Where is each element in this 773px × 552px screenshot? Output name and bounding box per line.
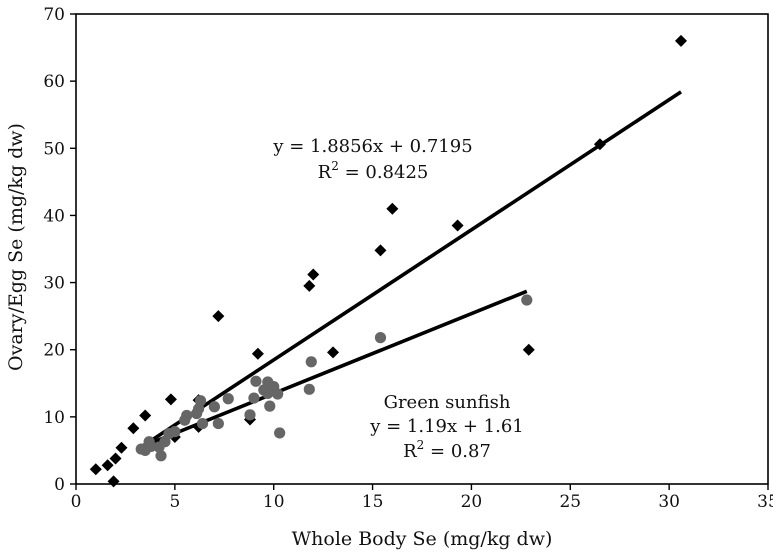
- y-axis: 0 10 20 30 40 50 60 70: [43, 5, 76, 495]
- data-point-circle: [212, 417, 224, 430]
- data-point-circle: [303, 383, 315, 395]
- data-point-circle: [208, 401, 220, 413]
- data-point-diamond: [164, 393, 177, 406]
- x-tick-label: 25: [559, 492, 581, 512]
- data-point-diamond: [386, 202, 399, 215]
- data-point-diamond: [127, 422, 140, 435]
- data-point-circle: [194, 395, 207, 407]
- data-point-circle: [181, 409, 193, 422]
- y-tick-label: 60: [43, 72, 65, 92]
- data-point-circle: [521, 294, 533, 306]
- data-point-diamond: [675, 34, 688, 47]
- y-tick-label: 20: [43, 341, 65, 361]
- data-point-diamond: [109, 452, 122, 465]
- lower-equation-label: y = 1.19x + 1.61: [369, 416, 524, 437]
- upper-equation-label: y = 1.8856x + 0.7195: [272, 136, 472, 157]
- x-tick-label: 20: [461, 492, 483, 512]
- data-point-diamond: [593, 138, 606, 151]
- data-point-circle: [374, 332, 387, 344]
- data-point-diamond: [327, 346, 340, 359]
- data-point-diamond: [303, 279, 316, 292]
- data-point-diamond: [212, 310, 225, 323]
- data-point-circle: [272, 388, 284, 400]
- trendline-1: [138, 90, 682, 450]
- lower-r2-label: R2 = 0.87: [403, 438, 491, 462]
- data-point-circle: [305, 356, 317, 368]
- data-point-diamond: [107, 475, 120, 488]
- plot-border: [75, 13, 769, 485]
- x-tick-label: 10: [263, 492, 285, 512]
- y-tick-label: 0: [54, 475, 65, 495]
- y-tick-label: 10: [43, 408, 65, 428]
- x-tick-label: 5: [169, 492, 180, 512]
- data-points: [89, 34, 688, 488]
- data-point-circle: [196, 417, 209, 430]
- plot-area: [75, 13, 769, 485]
- y-axis-title: Ovary/Egg Se (mg/kg dw): [5, 123, 27, 371]
- y-tick-label: 70: [43, 5, 65, 25]
- upper-r2-label: R2 = 0.8425: [318, 159, 429, 183]
- data-point-diamond: [451, 219, 464, 232]
- data-point-circle: [244, 409, 256, 421]
- data-point-diamond: [307, 268, 320, 281]
- data-point-circle: [169, 426, 181, 438]
- data-point-diamond: [251, 347, 264, 360]
- y-tick-label: 50: [43, 139, 65, 159]
- data-point-diamond: [139, 409, 152, 422]
- data-point-diamond: [89, 463, 102, 476]
- data-point-circle: [222, 393, 234, 405]
- x-axis-title: Whole Body Se (mg/kg dw): [292, 528, 553, 550]
- data-point-circle: [264, 400, 276, 412]
- data-point-diamond: [115, 441, 128, 454]
- data-point-diamond: [374, 244, 387, 257]
- data-point-circle: [155, 450, 167, 462]
- data-point-circle: [248, 392, 260, 404]
- data-point-diamond: [101, 459, 114, 472]
- data-point-diamond: [522, 343, 535, 356]
- x-axis: 0 5 10 15 20 25 30 35: [71, 484, 773, 512]
- x-tick-label: 15: [362, 492, 384, 512]
- y-tick-label: 30: [43, 274, 65, 294]
- x-tick-label: 30: [658, 492, 680, 512]
- x-tick-label: 35: [757, 492, 773, 512]
- y-tick-label: 40: [43, 206, 65, 226]
- data-point-circle: [250, 375, 262, 387]
- data-point-circle: [274, 427, 286, 439]
- x-tick-label: 0: [71, 492, 82, 512]
- series-label-green-sunfish: Green sunfish: [384, 392, 511, 413]
